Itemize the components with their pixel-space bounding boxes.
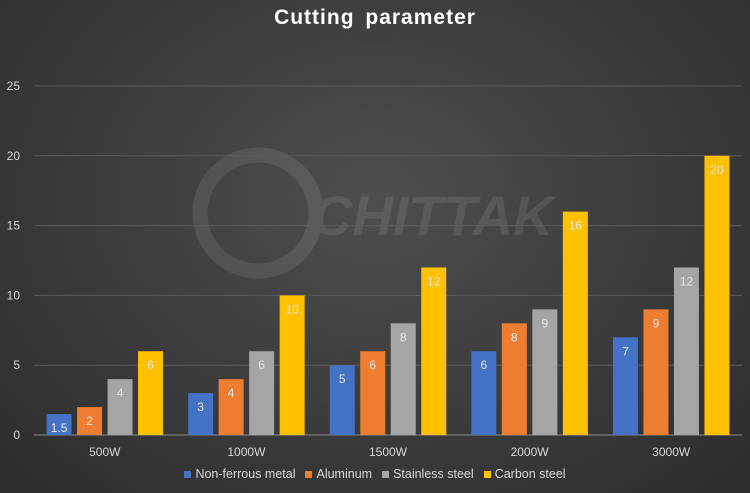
bar	[218, 379, 244, 435]
legend-item: Aluminum	[305, 467, 372, 481]
bar	[279, 295, 305, 435]
legend-swatch	[305, 470, 313, 478]
legend-label: Carbon steel	[494, 467, 566, 481]
bar	[704, 155, 730, 436]
data-label: 3	[197, 400, 204, 414]
y-tick-label: 0	[13, 428, 20, 442]
bar	[46, 414, 72, 435]
data-label: 12	[427, 274, 441, 288]
data-label: 4	[228, 386, 235, 400]
legend-item: Stainless steel	[382, 467, 474, 481]
y-tick-label: 20	[7, 149, 21, 163]
x-tick-label: 500W	[89, 445, 121, 459]
data-label: 6	[481, 358, 488, 372]
legend-label: Non-ferrous metal	[195, 467, 296, 481]
legend-swatch	[184, 470, 192, 478]
legend-item: Non-ferrous metal	[184, 467, 295, 481]
y-axis-ticks: 0 5 10 15 20 25	[7, 79, 21, 442]
bar	[643, 309, 669, 435]
y-tick-label: 5	[13, 358, 20, 372]
data-labels: 1.5 2 4 6 3 4 6 10 5 6 8 12 6 8 9 16 7 9 12 20	[51, 163, 724, 435]
data-label: 1.5	[51, 421, 68, 435]
data-label: 2	[86, 414, 93, 428]
bar	[77, 407, 103, 435]
legend-swatch	[483, 470, 491, 478]
bars	[46, 155, 730, 436]
bar	[562, 211, 588, 435]
data-label: 7	[622, 344, 629, 358]
legend-label: Stainless steel	[393, 467, 474, 481]
legend-label: Aluminum	[316, 467, 373, 481]
data-label: 4	[117, 386, 124, 400]
data-label: 10	[285, 302, 299, 316]
bar	[249, 351, 275, 435]
x-tick-label: 2000W	[511, 445, 550, 459]
bar	[673, 267, 699, 435]
data-label: 8	[511, 330, 518, 344]
x-axis-ticks: 500W 1000W 1500W 2000W 3000W	[89, 445, 691, 459]
x-tick-label: 1500W	[369, 445, 408, 459]
bar	[501, 323, 527, 435]
y-tick-label: 15	[7, 219, 21, 233]
bar	[532, 309, 558, 435]
bar	[421, 267, 447, 435]
data-label: 6	[147, 358, 154, 372]
bar	[612, 337, 638, 435]
watermark: CHITTAK	[192, 147, 557, 279]
x-tick-label: 1000W	[227, 445, 266, 459]
legend-swatch	[382, 470, 390, 478]
data-label: 8	[400, 330, 407, 344]
bar	[471, 351, 497, 435]
bar	[107, 379, 133, 435]
data-label: 20	[710, 163, 724, 177]
bar	[138, 351, 164, 435]
watermark-text: CHITTAK	[312, 184, 557, 247]
legend-item: Carbon steel	[483, 467, 566, 481]
data-label: 6	[258, 358, 265, 372]
y-tick-label: 25	[7, 79, 21, 93]
bar	[360, 351, 386, 435]
legend: Non-ferrous metal Aluminum Stainless steel…	[0, 467, 750, 481]
chittak-logo-icon	[192, 147, 324, 279]
data-label: 16	[569, 219, 583, 233]
data-label: 9	[653, 316, 660, 330]
data-label: 9	[542, 316, 549, 330]
bar	[390, 323, 416, 435]
bar	[329, 365, 355, 435]
x-tick-label: 3000W	[652, 445, 691, 459]
y-tick-label: 10	[7, 288, 21, 302]
data-label: 12	[680, 274, 694, 288]
bar	[188, 393, 214, 435]
data-label: 6	[369, 358, 376, 372]
data-label: 5	[339, 372, 346, 386]
chart-title: Cutting parameter	[274, 6, 476, 29]
